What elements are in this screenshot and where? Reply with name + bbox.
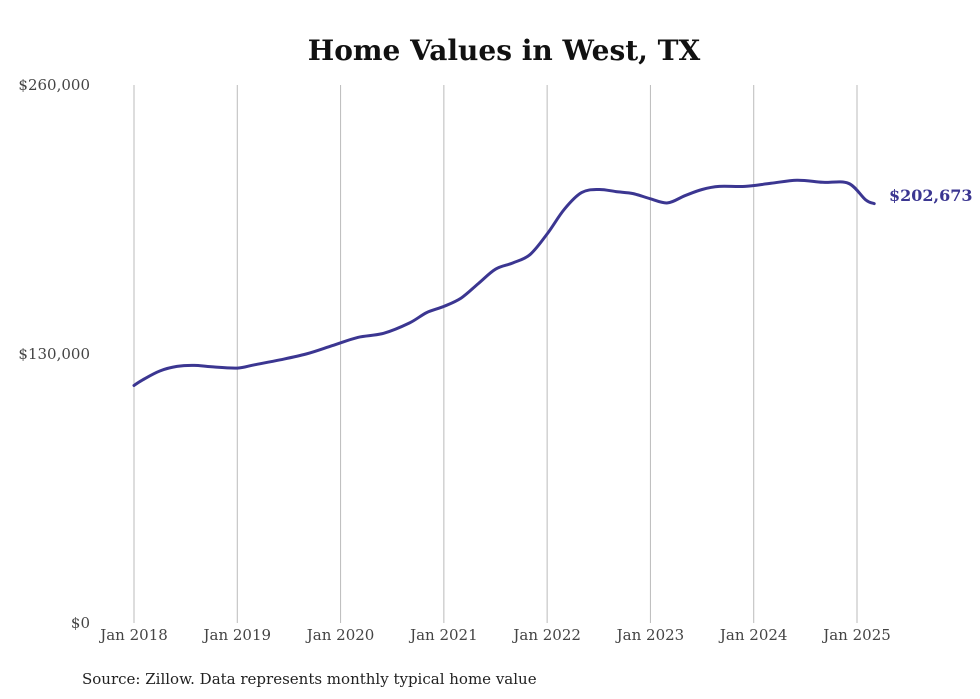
series-layer (132, 178, 876, 387)
x-tick-label: Jan 2020 (305, 626, 375, 644)
x-tick-label: Jan 2019 (202, 626, 272, 644)
x-axis-ticks: Jan 2018 Jan 2019 Jan 2020 Jan 2021 Jan 2022… (98, 626, 891, 644)
x-tick-label: Jan 2018 (98, 626, 168, 644)
x-tick-label: Jan 2022 (511, 626, 581, 644)
source-note: Source: Zillow. Data represents monthly … (82, 670, 537, 688)
x-tick-label: Jan 2024 (718, 626, 788, 644)
y-axis-ticks: $0 $130,000 $260,000 (18, 76, 90, 632)
x-tick-label: Jan 2023 (615, 626, 685, 644)
x-tick-label: Jan 2021 (408, 626, 478, 644)
chart-title: Home Values in West, TX (308, 34, 701, 67)
y-tick-label: $0 (71, 614, 90, 632)
series-line-0 (132, 178, 876, 387)
x-tick-label: Jan 2025 (821, 626, 891, 644)
end-value-label: $202,673 (889, 186, 973, 205)
y-tick-label: $260,000 (18, 76, 90, 94)
y-tick-label: $130,000 (18, 345, 90, 363)
gridlines (133, 85, 858, 623)
